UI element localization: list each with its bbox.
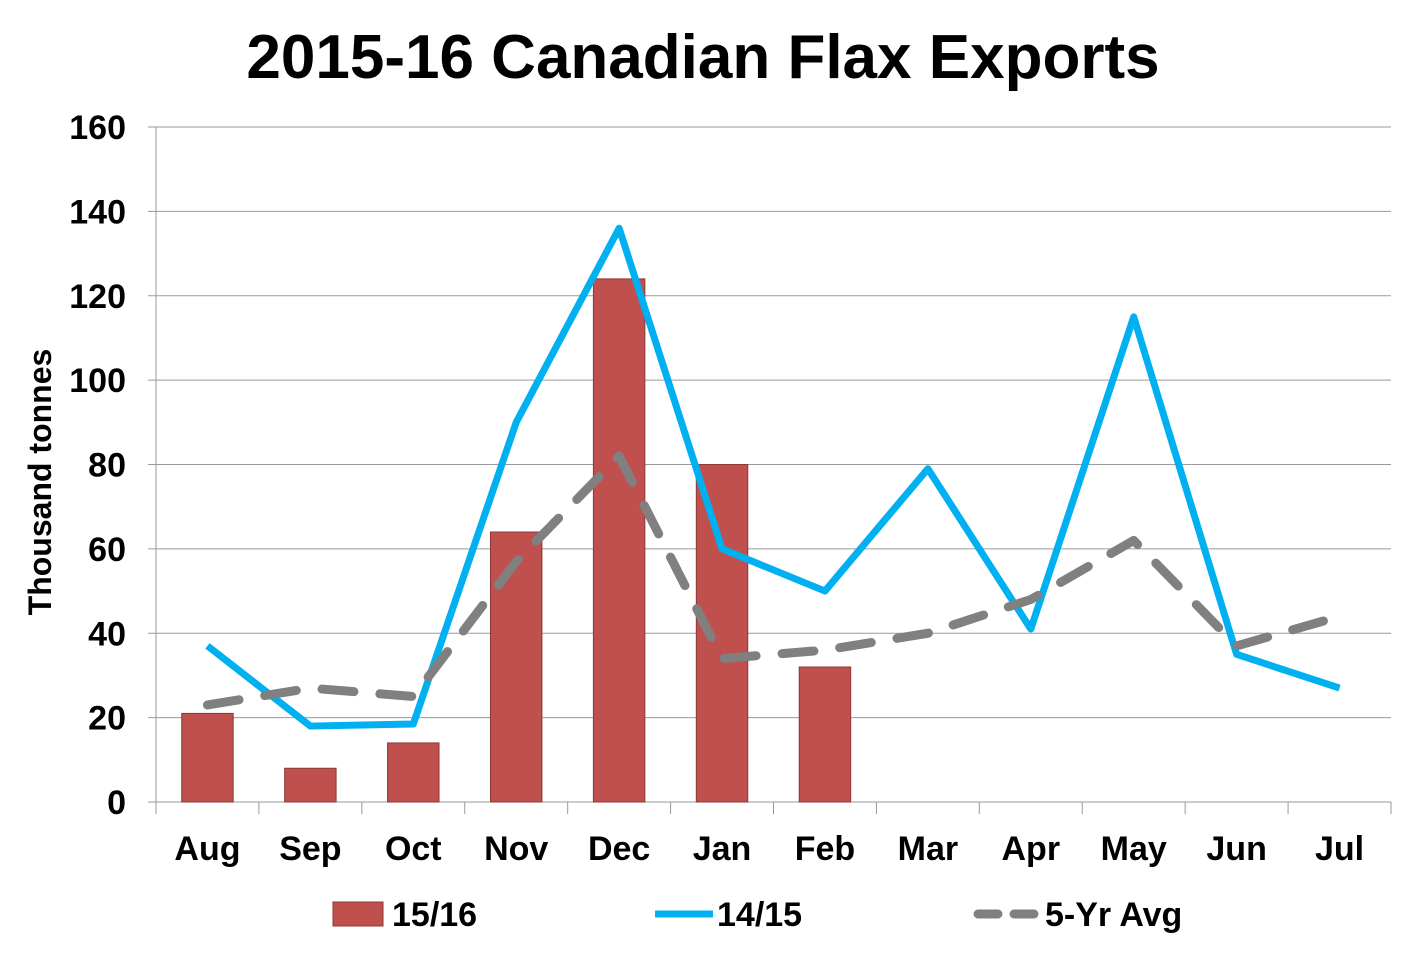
y-tick-label: 100 xyxy=(69,362,126,400)
legend-swatch-bar xyxy=(332,901,384,927)
x-tick-label: Nov xyxy=(484,830,548,868)
legend: 15/16 14/15 5-Yr Avg xyxy=(332,896,1182,934)
y-tick-label: 120 xyxy=(69,278,126,316)
y-tick-label: 140 xyxy=(69,193,126,231)
bar-series xyxy=(181,278,852,803)
x-tick-label: Aug xyxy=(174,830,240,868)
legend-label: 15/16 xyxy=(392,896,477,934)
line-series xyxy=(202,224,1345,730)
y-tick-label: 80 xyxy=(88,447,126,485)
x-tick-label: Feb xyxy=(795,830,855,868)
avg-line xyxy=(202,451,1345,710)
series-line xyxy=(205,224,1341,730)
x-tick-label: Jan xyxy=(693,830,752,868)
y-axis-label: Thousand tonnes xyxy=(22,349,58,616)
x-tick-label: Jul xyxy=(1315,830,1364,868)
bar xyxy=(592,278,646,803)
bar xyxy=(798,666,852,803)
x-tick-label: Sep xyxy=(279,830,341,868)
y-tick-label: 60 xyxy=(88,531,126,569)
bar xyxy=(387,742,440,803)
legend-label: 14/15 xyxy=(717,896,802,934)
y-tick-label: 0 xyxy=(107,784,126,822)
bar xyxy=(181,712,234,803)
bar xyxy=(284,767,337,803)
legend-label: 5-Yr Avg xyxy=(1045,896,1182,934)
y-tick-label: 20 xyxy=(88,700,126,738)
axes xyxy=(148,126,1392,814)
y-tick-label: 40 xyxy=(88,615,126,653)
bar xyxy=(695,464,749,803)
x-tick-label: Apr xyxy=(1002,830,1061,868)
tick-labels: 0 20 40 60 80 100 120 140 160 Aug Sep Oct Nov Dec Jan F… xyxy=(69,109,1364,868)
bar xyxy=(489,531,543,803)
x-tick-label: May xyxy=(1101,830,1167,868)
x-tick-label: Mar xyxy=(898,830,958,868)
gridlines xyxy=(156,126,1391,719)
x-tick-label: Jun xyxy=(1206,830,1266,868)
y-tick-label: 160 xyxy=(69,109,126,147)
x-tick-label: Dec xyxy=(588,830,650,868)
x-tick-label: Oct xyxy=(385,830,442,868)
chart-title: 2015-16 Canadian Flax Exports xyxy=(246,23,1159,92)
